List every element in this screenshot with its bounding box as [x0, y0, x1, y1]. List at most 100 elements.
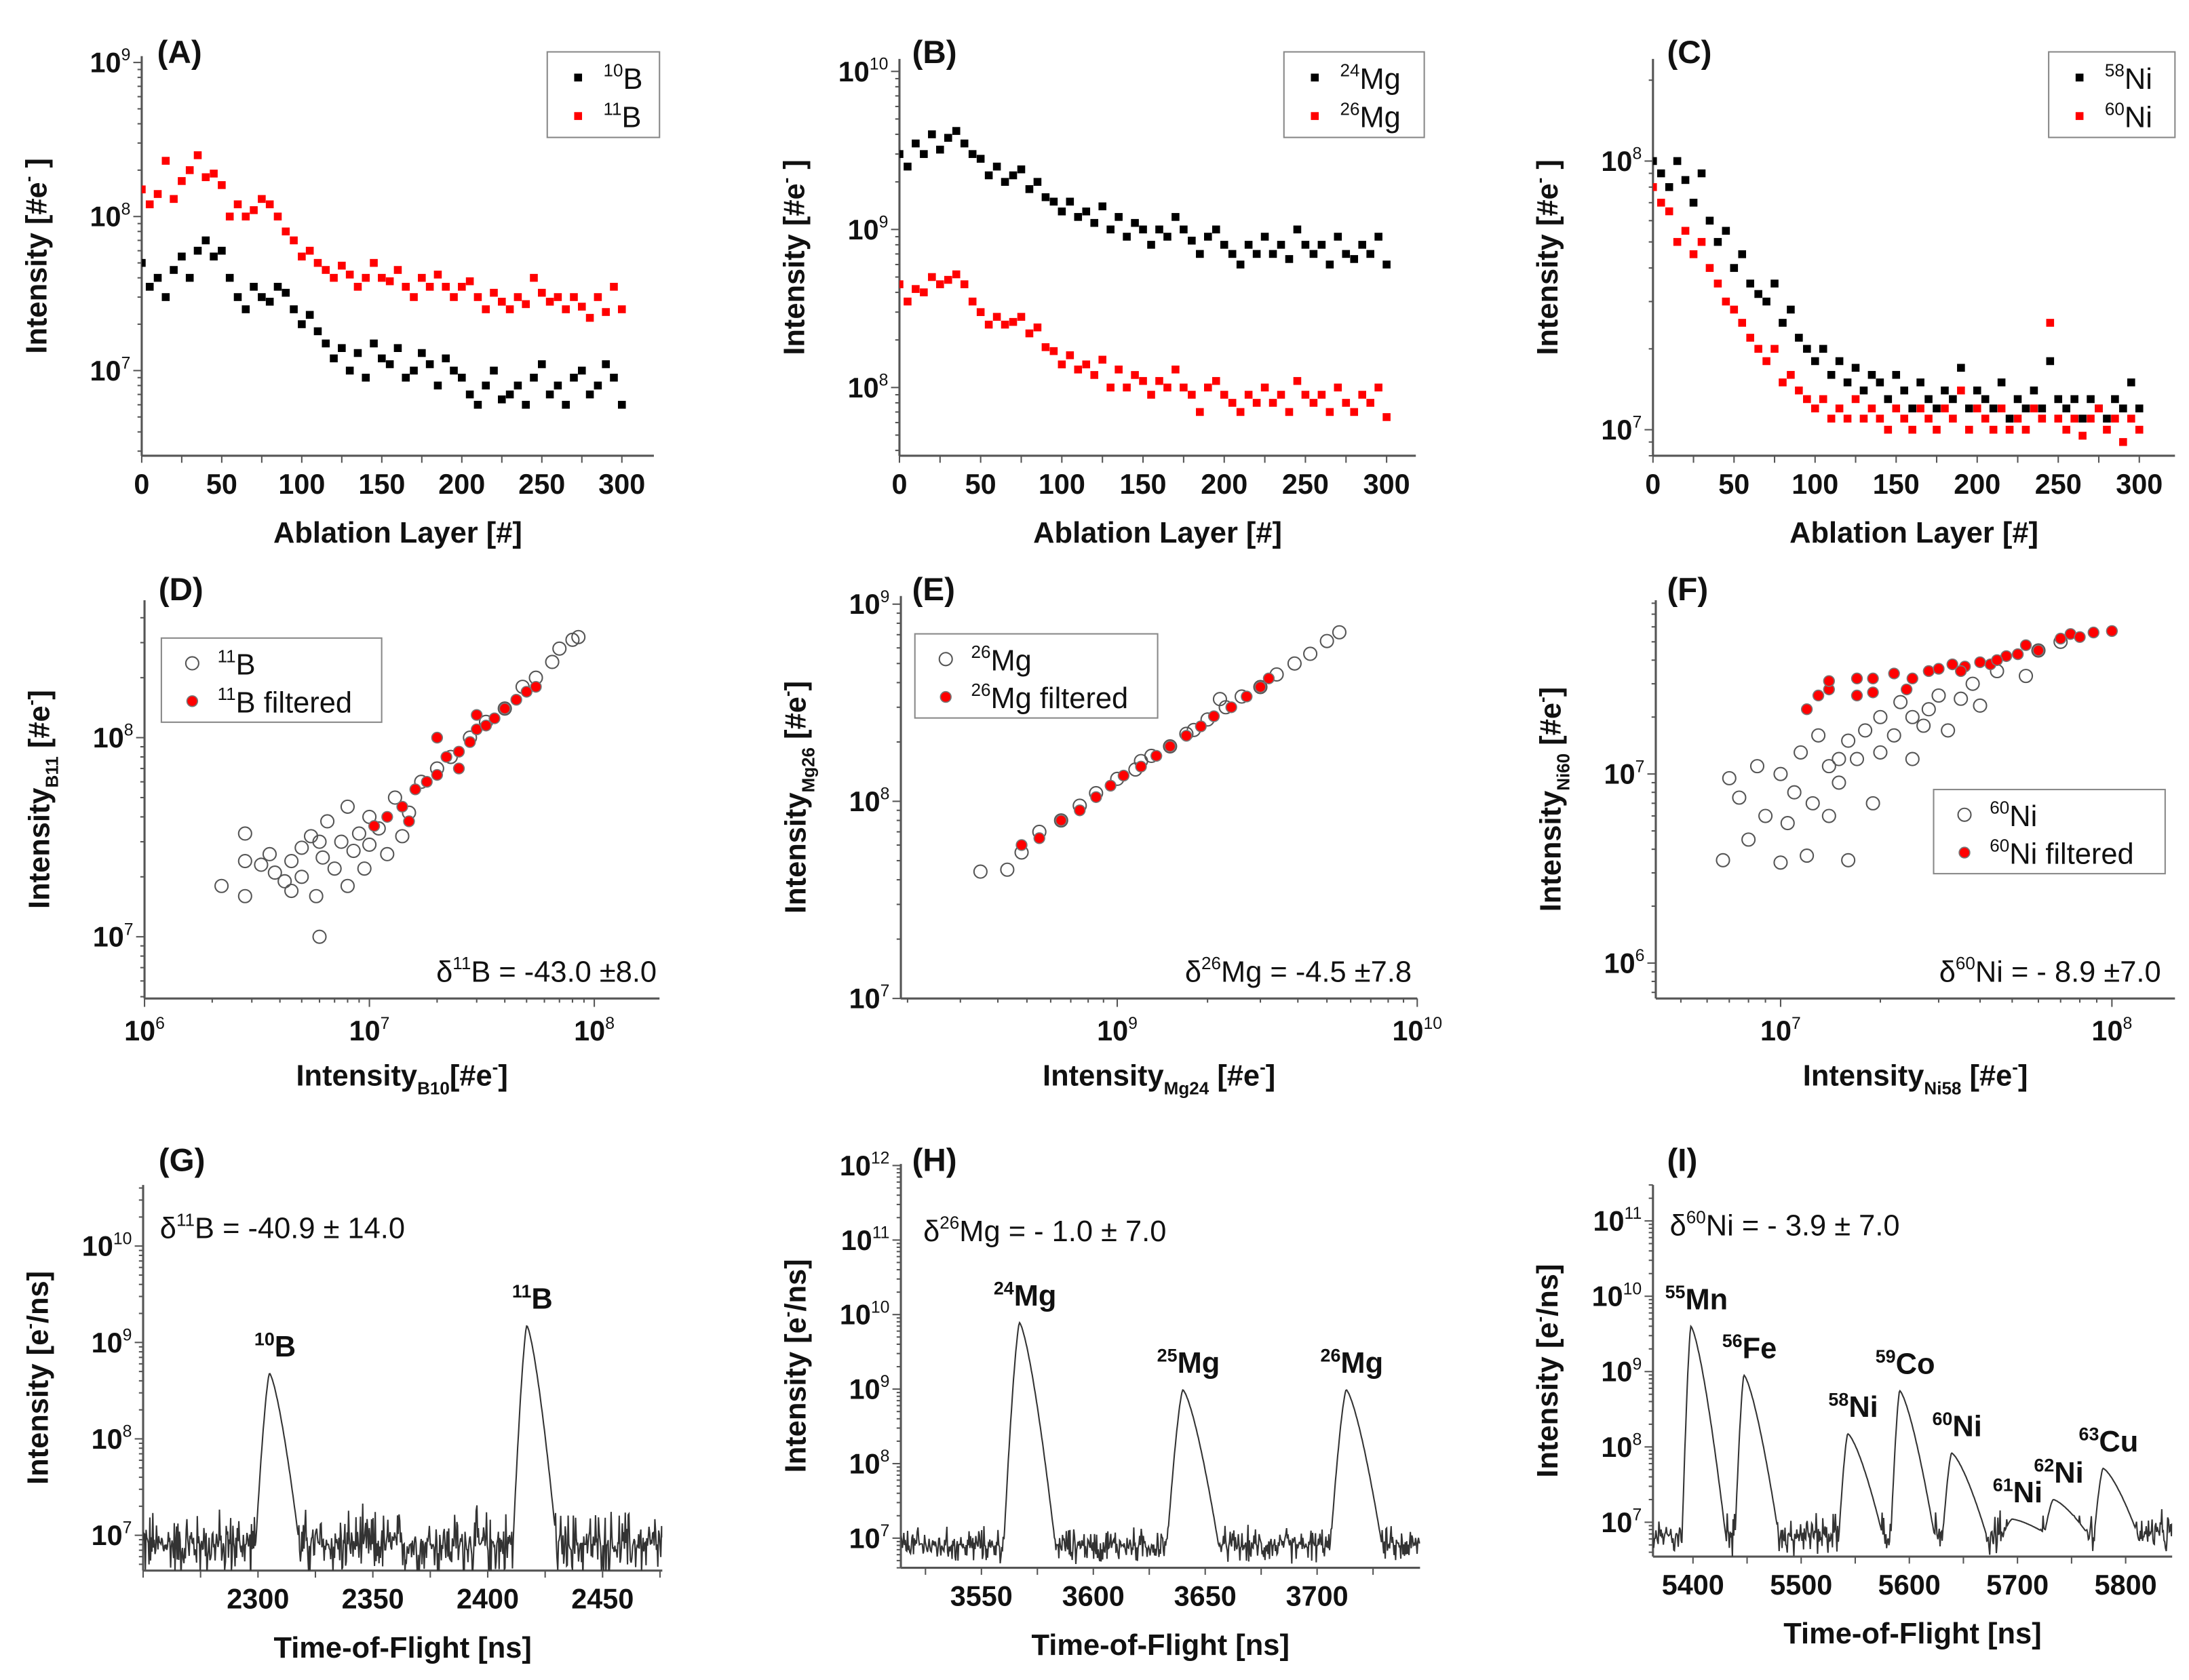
- data-point: [976, 155, 985, 163]
- data-point: [2074, 631, 2086, 643]
- data-point: [577, 302, 586, 311]
- data-point: [1770, 279, 1779, 288]
- data-point: [1082, 360, 1091, 369]
- data-point: [2031, 643, 2046, 658]
- y-axis-title: Intensity [e-/ns]: [1529, 1264, 1564, 1478]
- plot-area: [1652, 1325, 2173, 1557]
- data-point: [1841, 853, 1856, 867]
- text-segment: 10: [603, 60, 623, 81]
- data-point: [522, 300, 530, 309]
- x-axis-title: Time-of-Flight [ns]: [1783, 1618, 2041, 1650]
- tick-exponent: 7: [123, 1519, 132, 1538]
- delta-annotation: δ60Ni = - 8.9 ±7.0: [1939, 953, 2161, 988]
- data-point: [520, 686, 532, 698]
- data-point: [170, 266, 178, 274]
- x-tick-label: 150: [1120, 469, 1167, 500]
- data-point: [225, 212, 234, 221]
- data-point: [1058, 207, 1066, 216]
- peak-element: Mg: [1340, 1347, 1383, 1380]
- text-segment: Intensity: [1043, 1059, 1164, 1092]
- tick-base: 10: [1601, 1356, 1632, 1388]
- data-point: [912, 139, 920, 148]
- data-point: [378, 354, 386, 363]
- data-point: [2070, 414, 2078, 423]
- delta-annotation: δ11B = -40.9 ± 14.0: [160, 1209, 405, 1245]
- data-point: [1843, 414, 1852, 423]
- data-point: [340, 799, 355, 814]
- tick-base: 10: [849, 1448, 880, 1479]
- data-point: [193, 151, 202, 159]
- y-tick-label: 1012: [840, 1150, 890, 1181]
- data-point: [1922, 665, 1935, 678]
- data-point: [1196, 408, 1204, 416]
- y-axis-title: IntensityMg26 [#e-]: [777, 681, 818, 914]
- data-point: [277, 874, 292, 888]
- tick-base: 10: [840, 1300, 871, 1331]
- data-point: [153, 273, 162, 282]
- text-segment: /ns]: [1532, 1264, 1564, 1316]
- legend-label: 60Ni: [2105, 98, 2152, 134]
- data-point: [1749, 759, 1765, 774]
- data-point: [602, 360, 610, 368]
- tick-base: 10: [1604, 759, 1635, 790]
- data-point: [1827, 370, 1836, 379]
- data-point: [1212, 692, 1228, 707]
- tick-base: 10: [848, 372, 879, 404]
- data-point: [1058, 360, 1066, 369]
- legend-box: [1283, 51, 1425, 138]
- x-axis-title: Ablation Layer [#]: [1789, 517, 2038, 549]
- peak-element: B: [531, 1283, 552, 1315]
- tick-exponent: 11: [1624, 1205, 1642, 1223]
- data-point: [545, 298, 554, 306]
- data-point: [313, 258, 322, 267]
- data-point: [145, 200, 154, 209]
- data-point: [530, 374, 538, 382]
- data-point: [505, 390, 514, 399]
- data-point: [201, 236, 210, 245]
- data-point: [385, 277, 394, 286]
- data-point: [1716, 853, 1730, 867]
- data-point: [1821, 759, 1836, 774]
- text-segment: Ni: [2009, 800, 2037, 833]
- y-tick-label: 1011: [1593, 1205, 1642, 1236]
- data-point: [602, 308, 610, 316]
- y-tick-label: 109: [1601, 1355, 1642, 1387]
- data-point: [585, 313, 594, 322]
- peak-label: 25Mg: [1157, 1346, 1220, 1380]
- data-point: [577, 366, 586, 375]
- data-point: [294, 870, 309, 884]
- data-point: [284, 883, 299, 899]
- data-point: [381, 810, 393, 823]
- data-point: [410, 366, 418, 375]
- data-point: [1033, 323, 1042, 332]
- data-point: [482, 305, 490, 313]
- x-tick-label: 107: [349, 1015, 390, 1047]
- text-segment: [#e: [23, 705, 56, 756]
- data-point: [939, 690, 952, 703]
- data-point: [498, 298, 506, 306]
- data-point: [393, 266, 402, 274]
- text-segment: Mg = -4.5 ±7.8: [1221, 956, 1412, 988]
- tick-exponent: 9: [880, 1373, 890, 1391]
- data-point: [899, 150, 904, 158]
- data-point: [1754, 290, 1762, 298]
- data-point: [984, 171, 993, 180]
- data-point: [1260, 383, 1269, 392]
- tick-base: 10: [90, 201, 121, 233]
- text-segment: ]: [23, 690, 56, 699]
- text-segment: 60: [2105, 98, 2125, 119]
- data-point: [1301, 391, 1310, 399]
- data-point: [2070, 395, 2078, 404]
- text-segment: δ: [436, 956, 452, 988]
- data-point: [1098, 355, 1106, 364]
- panel-label: (F): [1667, 572, 1708, 608]
- x-tick-label: 1010: [1392, 1015, 1442, 1047]
- x-tick-label: 5400: [1662, 1569, 1724, 1601]
- data-point: [2127, 378, 2135, 387]
- y-tick-label: 108: [93, 722, 134, 754]
- data-point: [1705, 216, 1714, 225]
- data-point: [1705, 264, 1714, 272]
- data-point: [185, 273, 194, 282]
- data-point: [294, 840, 309, 855]
